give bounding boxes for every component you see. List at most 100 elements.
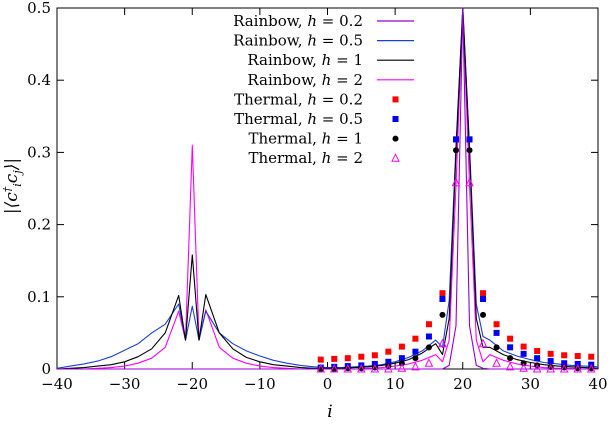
data-point xyxy=(492,358,501,367)
data-point xyxy=(507,335,514,342)
x-tick-label: −30 xyxy=(109,375,141,393)
axis-ticks: −40 −30 −20 −10 0 10 20 30 40 0 0.1 0.2 0.3 0.4 0.5 xyxy=(27,0,607,393)
data-point xyxy=(358,353,365,360)
data-point xyxy=(384,363,393,373)
data-point xyxy=(588,365,595,372)
data-point xyxy=(398,343,405,350)
legend-label: Thermal, h = 2 xyxy=(248,149,363,167)
series-0-group xyxy=(57,7,598,370)
data-point xyxy=(465,177,474,187)
data-point xyxy=(561,352,568,359)
data-point xyxy=(398,355,405,362)
data-point xyxy=(547,350,554,357)
data-point xyxy=(493,344,500,351)
data-point xyxy=(357,363,366,373)
series-line xyxy=(56,7,599,369)
data-point xyxy=(329,363,339,373)
x-tick-label: −40 xyxy=(41,375,73,393)
data-point xyxy=(439,295,446,302)
legend-label: Rainbow, h = 2 xyxy=(247,71,363,89)
data-point xyxy=(466,147,473,154)
data-point xyxy=(532,363,542,373)
series-line xyxy=(56,7,599,370)
data-series xyxy=(56,7,599,373)
x-tick-label: 0 xyxy=(323,375,333,393)
y-tick-label: 0.1 xyxy=(27,288,51,306)
data-point xyxy=(534,347,541,354)
legend-label: Thermal, h = 0.5 xyxy=(234,110,363,128)
data-point xyxy=(574,353,581,360)
data-point xyxy=(520,343,527,350)
x-tick-label: 30 xyxy=(521,375,540,393)
series-line xyxy=(57,7,598,370)
legend-label: Rainbow, h = 0.5 xyxy=(233,32,363,50)
data-point xyxy=(425,321,432,328)
data-point xyxy=(519,363,528,372)
x-tick-label: −10 xyxy=(244,375,276,393)
x-tick-label: 10 xyxy=(386,375,405,393)
data-point xyxy=(439,311,446,318)
legend-marker-sample xyxy=(392,96,399,103)
data-point xyxy=(561,360,568,367)
data-point xyxy=(480,311,487,318)
data-point xyxy=(370,363,380,373)
series-2-group xyxy=(56,7,599,370)
y-tick-label: 0 xyxy=(41,360,51,378)
data-point xyxy=(385,358,392,365)
data-point xyxy=(546,363,555,373)
data-point xyxy=(344,355,351,362)
data-point xyxy=(358,365,365,372)
x-axis-label: i xyxy=(327,402,332,422)
data-point xyxy=(425,333,432,340)
y-tick-label: 0.3 xyxy=(27,143,51,161)
data-point xyxy=(438,338,447,348)
data-point xyxy=(397,363,407,372)
data-point xyxy=(559,363,569,373)
data-point xyxy=(439,290,446,297)
data-point xyxy=(534,355,541,362)
data-point xyxy=(466,136,473,143)
legend-label: Rainbow, h = 1 xyxy=(247,51,363,69)
data-point xyxy=(480,290,487,297)
series-7-group xyxy=(316,177,596,373)
legend-marker-sample xyxy=(392,135,399,142)
data-point xyxy=(412,355,419,362)
data-point xyxy=(316,363,326,373)
data-point xyxy=(452,136,459,143)
legend-marker-sample xyxy=(391,153,400,162)
data-point xyxy=(331,355,338,362)
data-point xyxy=(480,295,487,302)
data-point xyxy=(425,344,432,351)
legend-label: Thermal, h = 0.2 xyxy=(234,90,363,108)
legend-label: Rainbow, h = 0.2 xyxy=(233,12,363,30)
data-point xyxy=(451,177,461,187)
data-point xyxy=(574,365,581,372)
data-point xyxy=(507,355,514,362)
data-point xyxy=(412,348,419,355)
data-point xyxy=(588,353,595,360)
x-tick-label: 40 xyxy=(588,375,607,393)
series-1-group xyxy=(56,7,599,369)
data-point xyxy=(586,363,596,373)
data-point xyxy=(505,361,515,371)
data-point xyxy=(343,363,353,373)
data-point xyxy=(478,338,488,348)
data-point xyxy=(412,335,419,342)
y-tick-label: 0.5 xyxy=(27,0,51,17)
data-point xyxy=(493,321,500,328)
data-point xyxy=(573,363,583,373)
data-point xyxy=(317,356,324,363)
data-point xyxy=(344,365,351,372)
data-point xyxy=(547,358,554,365)
data-point xyxy=(507,344,514,351)
data-point xyxy=(493,329,500,336)
x-tick-label: 20 xyxy=(453,375,472,393)
data-point xyxy=(452,147,459,154)
data-point xyxy=(424,358,434,367)
data-point xyxy=(520,350,527,357)
legend-label: Thermal, h = 1 xyxy=(248,130,363,148)
y-tick-label: 0.4 xyxy=(27,71,51,89)
